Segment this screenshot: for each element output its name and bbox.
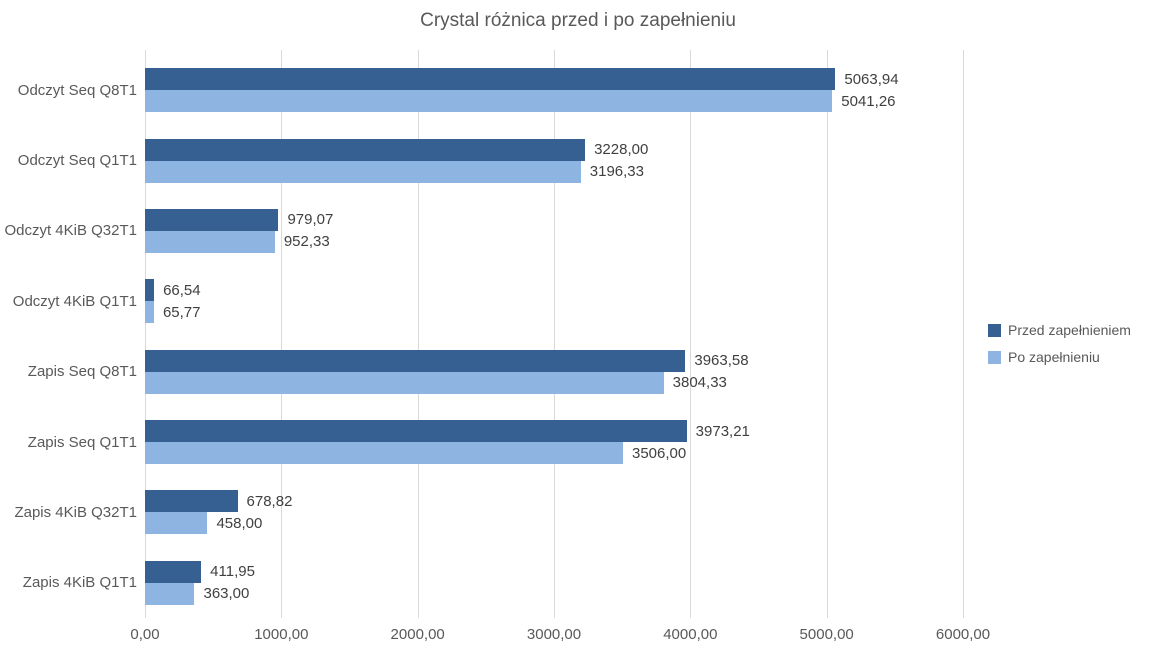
bar-przed-zapelnieniem [145,138,586,161]
data-label: 411,95 [210,563,255,581]
gridline [145,50,146,618]
bar-po-zapelnieniu [145,512,208,535]
bar-line: 3804,33 [145,371,963,394]
data-label: 5041,26 [841,92,896,110]
data-label: 66,54 [163,281,201,299]
legend-label: Przed zapełnieniem [1008,322,1131,338]
data-label: 363,00 [203,585,250,603]
x-tick-label: 0,00 [130,626,160,643]
x-tick-label: 3000,00 [526,626,582,643]
bar-line: 678,82 [145,490,963,513]
bar-line: 65,77 [145,301,963,324]
bar-group: 3963,58 3804,33 [145,337,963,407]
data-label: 3804,33 [672,374,727,392]
bar-po-zapelnieniu [145,160,581,183]
legend-swatch-icon [988,323,1001,337]
x-tick-label: 6000,00 [935,626,991,643]
data-label: 979,07 [287,211,334,229]
bar-line: 5063,94 [145,68,963,91]
data-label: 952,33 [283,233,330,251]
category-label: Zapis Seq Q1T1 [27,433,137,451]
gridline [417,50,419,618]
x-tick-label: 2000,00 [390,626,445,643]
bar-line: 952,33 [145,230,963,253]
bar-przed-zapelnieniem [145,208,279,231]
gridline [826,50,828,618]
bar-po-zapelnieniu [145,90,833,113]
bar-przed-zapelnieniem [145,560,202,583]
category-label: Odczyt 4KiB Q32T1 [4,222,137,240]
category-label: Zapis 4KiB Q32T1 [14,503,137,521]
bar-line: 411,95 [145,560,963,583]
x-tick-label: 4000,00 [663,626,718,643]
bar-przed-zapelnieniem [145,349,686,372]
bar-line: 458,00 [145,512,963,535]
category-label: Zapis 4KiB Q1T1 [22,574,137,592]
legend-item: Po zapełnieniu [988,349,1131,365]
bar-line: 3973,21 [145,420,963,443]
bar-group: 3228,00 3196,33 [145,125,963,195]
category-label: Odczyt 4KiB Q1T1 [12,292,137,310]
legend: Przed zapełnieniem Po zapełnieniu [988,322,1131,365]
bar-group: 411,95 363,00 [145,548,963,618]
bar-line: 3506,00 [145,442,963,465]
bar-line: 979,07 [145,208,963,231]
bar-line: 3963,58 [145,349,963,372]
category-label: Odczyt Seq Q1T1 [17,152,137,170]
value-axis: 0,00 1000,00 2000,00 3000,00 4000,00 5000,00 6… [130,626,990,646]
bar-line: 66,54 [145,279,963,302]
bar-przed-zapelnieniem [145,490,238,513]
data-label: 65,77 [162,303,201,321]
data-label: 678,82 [246,492,293,510]
bar-przed-zapelnieniem [145,68,836,91]
bar-group: 3973,21 3506,00 [145,407,963,477]
bar-po-zapelnieniu [145,301,154,324]
chart-title: Crystal różnica przed i po zapełnieniu [420,10,736,31]
bar-line: 363,00 [145,582,963,605]
x-tick-label: 5000,00 [799,626,854,643]
bar-przed-zapelnieniem [145,279,155,302]
category-axis: Odczyt Seq Q8T1 Odczyt Seq Q1T1 Odczyt 4Ki… [0,55,137,618]
data-label: 5063,94 [844,70,899,88]
data-label: 3963,58 [694,352,749,370]
bar-group: 5063,94 5041,26 [145,55,963,125]
gridline [554,50,555,618]
bar-group: 979,07 952,33 [145,196,963,266]
category-label: Odczyt Seq Q8T1 [17,81,137,99]
gridline [281,50,283,618]
gridline [690,50,692,618]
data-label: 3228,00 [594,141,649,159]
gridline [963,50,964,618]
bar-line: 3228,00 [145,138,963,161]
plot-area: 5063,94 5041,26 3228,00 3196,33 979,07 952,33… [145,50,964,618]
x-tick-label: 1000,00 [254,626,309,643]
legend-label: Po zapełnieniu [1008,349,1100,365]
data-label: 3973,21 [695,422,750,440]
data-label: 3506,00 [631,444,687,462]
bar-line: 5041,26 [145,90,963,113]
bar-po-zapelnieniu [145,230,275,253]
bar-line: 3196,33 [145,160,963,183]
bar-przed-zapelnieniem [145,420,687,443]
legend-item: Przed zapełnieniem [988,322,1131,338]
bar-po-zapelnieniu [145,442,623,465]
legend-swatch-icon [988,350,1001,364]
bar-po-zapelnieniu [145,582,195,605]
bar-group: 678,82 458,00 [145,477,963,547]
bar-po-zapelnieniu [145,371,664,394]
category-label: Zapis Seq Q8T1 [27,363,137,381]
data-label: 458,00 [216,514,263,532]
bar-group: 66,54 65,77 [145,266,963,336]
data-label: 3196,33 [589,163,644,181]
